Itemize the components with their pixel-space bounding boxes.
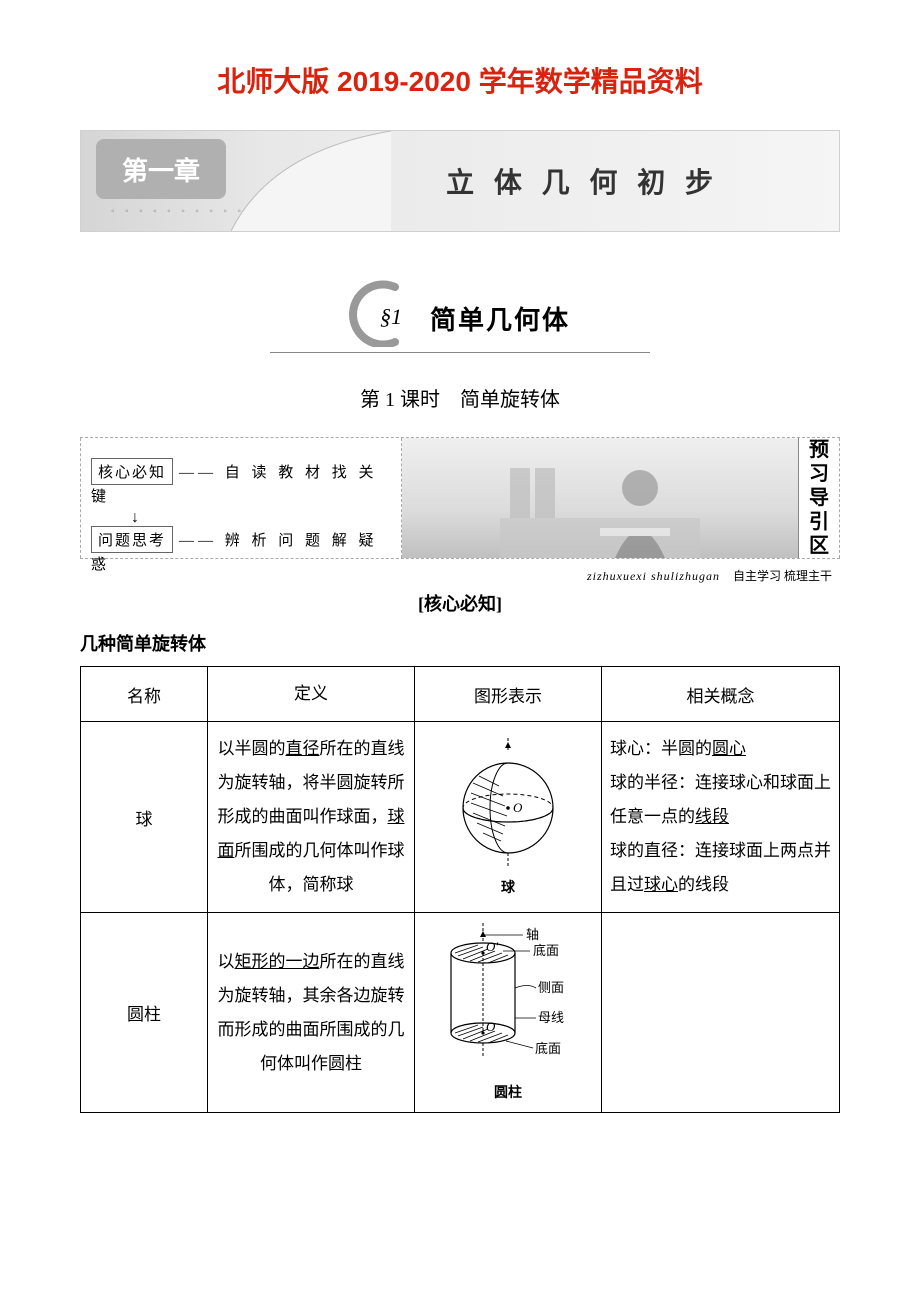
- t: 圆心: [712, 739, 746, 758]
- lab-axis: 轴: [526, 927, 539, 942]
- t: 直径: [286, 739, 320, 758]
- th-fig: 图形表示: [415, 667, 602, 722]
- swoosh-graphic: [231, 131, 391, 231]
- student-silhouette: [500, 448, 700, 558]
- panel-photo: [402, 438, 798, 558]
- t: 球心: [644, 875, 678, 894]
- lesson-line: 第 1 课时 简单旋转体: [80, 383, 840, 412]
- lab-top: 底面: [533, 943, 559, 958]
- cylinder-figure: O′ O 轴: [415, 913, 602, 1113]
- lesson-title: 简单旋转体: [460, 389, 560, 411]
- lab-side: 侧面: [538, 980, 564, 995]
- sphere-svg: O: [443, 738, 573, 868]
- lab-bot: 底面: [535, 1041, 561, 1056]
- preview-panel: 核心必知—— 自 读 教 材 找 关 键 ↓ 问题思考—— 辨 析 问 题 解 …: [80, 437, 840, 559]
- section-title: 简单几何体: [430, 300, 570, 337]
- cylinder-related: [602, 913, 840, 1113]
- cylinder-def: 以矩形的一边所在的直线为旋转轴，其余各边旋转而形成的曲面所围成的几何体叫作圆柱: [208, 913, 415, 1113]
- sphere-name: 球: [81, 722, 208, 913]
- th-rel: 相关概念: [602, 667, 840, 722]
- section-number: §1: [380, 304, 402, 330]
- sphere-def: 以半圆的直径所在的直线为旋转轴，将半圆旋转所形成的曲面叫作球面，球面所围成的几何…: [208, 722, 415, 913]
- arrow-down-icon: ↓: [131, 510, 391, 526]
- cylinder-name: 圆柱: [81, 913, 208, 1113]
- subhead: 几种简单旋转体: [80, 630, 840, 656]
- pinyin: zizhuxuexi shulizhugan: [587, 569, 720, 583]
- t: 的线段: [678, 875, 729, 894]
- chapter-banner: 第一章 ◦ ◦ ◦ ◦ ◦ ◦ ◦ ◦ ◦ ◦ 立 体 几 何 初 步: [80, 130, 840, 232]
- t: 线段: [695, 807, 729, 826]
- pinyin-cn: 自主学习 梳理主干: [733, 569, 832, 583]
- sphere-figure: O 球: [415, 722, 602, 913]
- panel-left: 核心必知—— 自 读 教 材 找 关 键 ↓ 问题思考—— 辨 析 问 题 解 …: [80, 438, 402, 558]
- v2: 习: [809, 462, 829, 486]
- cylinder-svg: O′ O 轴: [428, 923, 588, 1073]
- th-def: 定义: [208, 667, 415, 722]
- v4: 引: [809, 510, 829, 534]
- t: 球心：半圆的: [610, 739, 712, 758]
- v5: 区: [809, 534, 829, 558]
- core-box: 核心必知: [91, 458, 173, 485]
- geometry-table: 名称 定义 图形表示 相关概念 球 以半圆的直径所在的直线为旋转轴，将半圆旋转所…: [80, 666, 840, 1113]
- t: 所围成的几何体叫作球体，简称球: [235, 841, 405, 894]
- t: 矩形的一边: [235, 952, 320, 971]
- t: 以: [218, 952, 235, 971]
- th-name: 名称: [81, 667, 208, 722]
- page-title: 北师大版 2019-2020 学年数学精品资料: [80, 60, 840, 100]
- section-banner: §1 简单几何体: [270, 272, 650, 353]
- think-box: 问题思考: [91, 526, 173, 553]
- knowledge-tag: [核心必知]: [80, 590, 840, 616]
- v1: 预: [809, 438, 829, 462]
- sphere-caption: 球: [423, 877, 593, 897]
- v3: 导: [809, 486, 829, 510]
- sphere-related: 球心：半圆的圆心 球的半径：连接球心和球面上任意一点的线段 球的直径：连接球面上…: [602, 722, 840, 913]
- lesson-prefix: 第 1 课时: [360, 389, 440, 411]
- chapter-title: 立 体 几 何 初 步: [446, 161, 719, 201]
- row-cylinder: 圆柱 以矩形的一边所在的直线为旋转轴，其余各边旋转而形成的曲面所围成的几何体叫作…: [81, 913, 840, 1113]
- table-header-row: 名称 定义 图形表示 相关概念: [81, 667, 840, 722]
- panel-right-label: 预 习 导 引 区: [798, 438, 840, 558]
- lab-gen: 母线: [538, 1010, 564, 1025]
- sphere-O: O: [513, 800, 523, 815]
- cyl-O: O: [486, 1019, 496, 1034]
- cyl-Op: O′: [486, 939, 498, 954]
- decorative-dots: ◦ ◦ ◦ ◦ ◦ ◦ ◦ ◦ ◦ ◦: [111, 206, 245, 217]
- t: 以半圆的: [218, 739, 286, 758]
- chapter-tag: 第一章: [96, 139, 226, 199]
- row-sphere: 球 以半圆的直径所在的直线为旋转轴，将半圆旋转所形成的曲面叫作球面，球面所围成的…: [81, 722, 840, 913]
- cylinder-caption: 圆柱: [423, 1082, 593, 1102]
